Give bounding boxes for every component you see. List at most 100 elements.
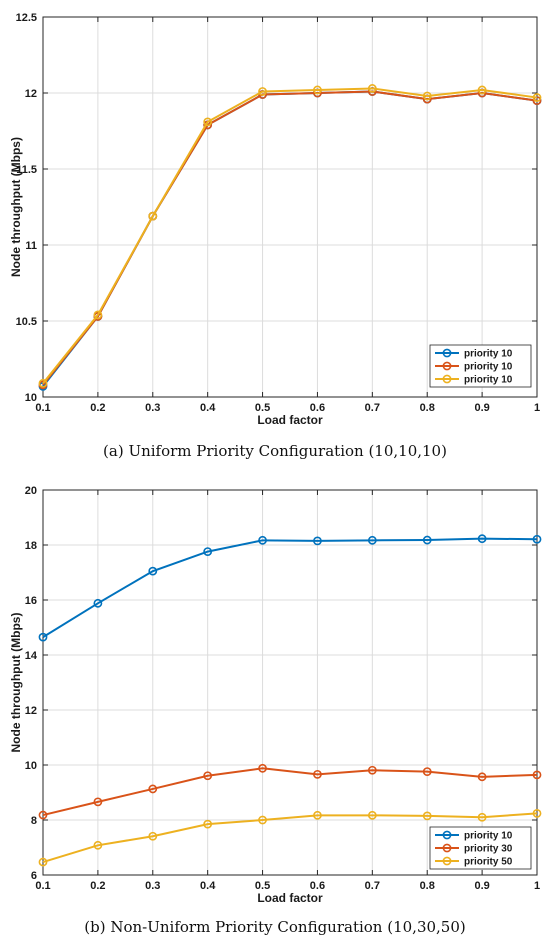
legend-label: priority 10: [464, 831, 513, 842]
y-tick-label: 10.5: [16, 316, 37, 328]
y-tick-label: 12: [25, 88, 37, 100]
x-tick-label: 1: [534, 880, 540, 892]
data-point: [93, 310, 103, 320]
data-point: [532, 93, 542, 102]
legend-label: priority 10: [464, 362, 513, 373]
x-tick-label: 0.7: [365, 402, 380, 414]
data-point: [367, 535, 377, 545]
data-point: [477, 772, 487, 782]
x-tick-label: 0.9: [474, 880, 489, 892]
data-point: [258, 87, 267, 96]
legend-swatch-marker: [442, 856, 452, 866]
chart-panel-b: 0.1 0.2 0.3 0.4 0.5 0.6 0.7 0.8 0.9 1681012141618…: [9, 485, 542, 936]
series-line-2: [42, 767, 538, 817]
data-point: [203, 117, 213, 127]
chart-panel-a: 0.1 0.2 0.3 0.4 0.5 0.6 0.7 0.8 0.9 1 10 10.5 11 11.5…: [9, 12, 542, 460]
x-tick-label: 0.8: [420, 880, 435, 892]
data-point: [532, 534, 542, 544]
y-tick-label: 18: [25, 540, 37, 552]
data-point: [422, 811, 432, 821]
x-tick-label: 0.6: [310, 402, 325, 414]
x-tick-label: 0.3: [145, 880, 160, 892]
legend: priority 10 priority 30 priority 50: [429, 826, 532, 870]
x-tick-label: 1: [534, 402, 540, 414]
figure-caption: (b) Non-Uniform Priority Configuration (…: [84, 918, 465, 936]
data-point: [532, 770, 542, 780]
data-point: [93, 797, 103, 807]
data-point: [148, 566, 158, 576]
plot-area: [43, 17, 537, 397]
y-axis-label: Node throughput (Mbps): [9, 613, 23, 753]
plot-area: [43, 490, 537, 875]
x-tick-label: 0.9: [474, 402, 489, 414]
x-axis-label: Load factor: [257, 891, 323, 905]
data-point: [203, 771, 213, 781]
legend-swatch-marker: [442, 843, 452, 853]
y-tick-label: 14: [25, 650, 38, 662]
x-tick-label: 0.7: [365, 880, 380, 892]
series-line-3: [42, 87, 538, 384]
legend-label: priority 50: [464, 857, 513, 868]
data-point: [532, 809, 542, 818]
data-point: [477, 812, 487, 822]
legend-label: priority 30: [464, 844, 513, 855]
data-point: [38, 857, 48, 867]
data-point: [258, 763, 267, 773]
data-point: [38, 632, 48, 642]
data-point: [313, 85, 322, 95]
data-point: [38, 810, 48, 820]
x-tick-label: 0.1: [35, 880, 50, 892]
data-point: [38, 378, 48, 388]
y-tick-label: 11: [25, 240, 37, 252]
x-tick-label: 0.2: [90, 880, 105, 892]
data-point: [477, 85, 487, 95]
axes-box: [42, 16, 538, 398]
legend-swatch-marker: [442, 361, 452, 371]
legend-label: priority 10: [464, 349, 513, 360]
data-point: [203, 547, 213, 556]
y-axis-label: Node throughput (Mbps): [9, 137, 23, 277]
axes-box: [42, 489, 538, 876]
data-point: [422, 767, 432, 776]
x-tick-label: 0.6: [310, 880, 325, 892]
x-tick-label: 0.3: [145, 402, 160, 414]
legend-swatch-marker: [442, 374, 452, 384]
figure-caption: (a) Uniform Priority Configuration (10,1…: [103, 442, 447, 460]
x-tick-label: 0.5: [255, 402, 270, 414]
y-tick-label: 6: [31, 870, 37, 882]
x-tick-label: 0.1: [35, 402, 50, 414]
y-tick-label: 10: [25, 760, 37, 772]
series-line-1: [42, 537, 538, 638]
data-point: [367, 84, 377, 93]
data-point: [477, 534, 487, 544]
data-point: [367, 810, 377, 820]
data-point: [313, 810, 322, 820]
y-tick-label: 11.5: [16, 164, 37, 176]
x-tick-label: 0.2: [90, 402, 105, 414]
data-point: [313, 769, 322, 779]
x-tick-label: 0.4: [200, 402, 216, 414]
data-point: [258, 815, 267, 825]
x-tick-label: 0.4: [200, 880, 216, 892]
y-tick-label: 16: [25, 595, 37, 607]
data-point: [148, 831, 158, 841]
data-point: [422, 535, 432, 545]
y-tick-label: 12: [25, 705, 37, 717]
data-point: [313, 536, 322, 546]
y-tick-label: 12.5: [16, 12, 37, 24]
data-point: [422, 91, 432, 101]
x-axis-label: Load factor: [257, 413, 323, 427]
data-point: [367, 765, 377, 775]
legend-swatch-marker: [442, 348, 452, 358]
x-tick-label: 0.5: [255, 880, 270, 892]
legend-swatch-marker: [442, 830, 452, 840]
data-point: [93, 598, 103, 608]
data-point: [148, 211, 158, 221]
legend: priority 10 priority 10 priority 10: [429, 344, 532, 388]
y-tick-label: 20: [25, 485, 37, 497]
x-tick-label: 0.8: [420, 402, 435, 414]
data-point: [258, 535, 267, 545]
y-tick-label: 8: [31, 815, 37, 827]
y-tick-label: 10: [25, 392, 37, 404]
